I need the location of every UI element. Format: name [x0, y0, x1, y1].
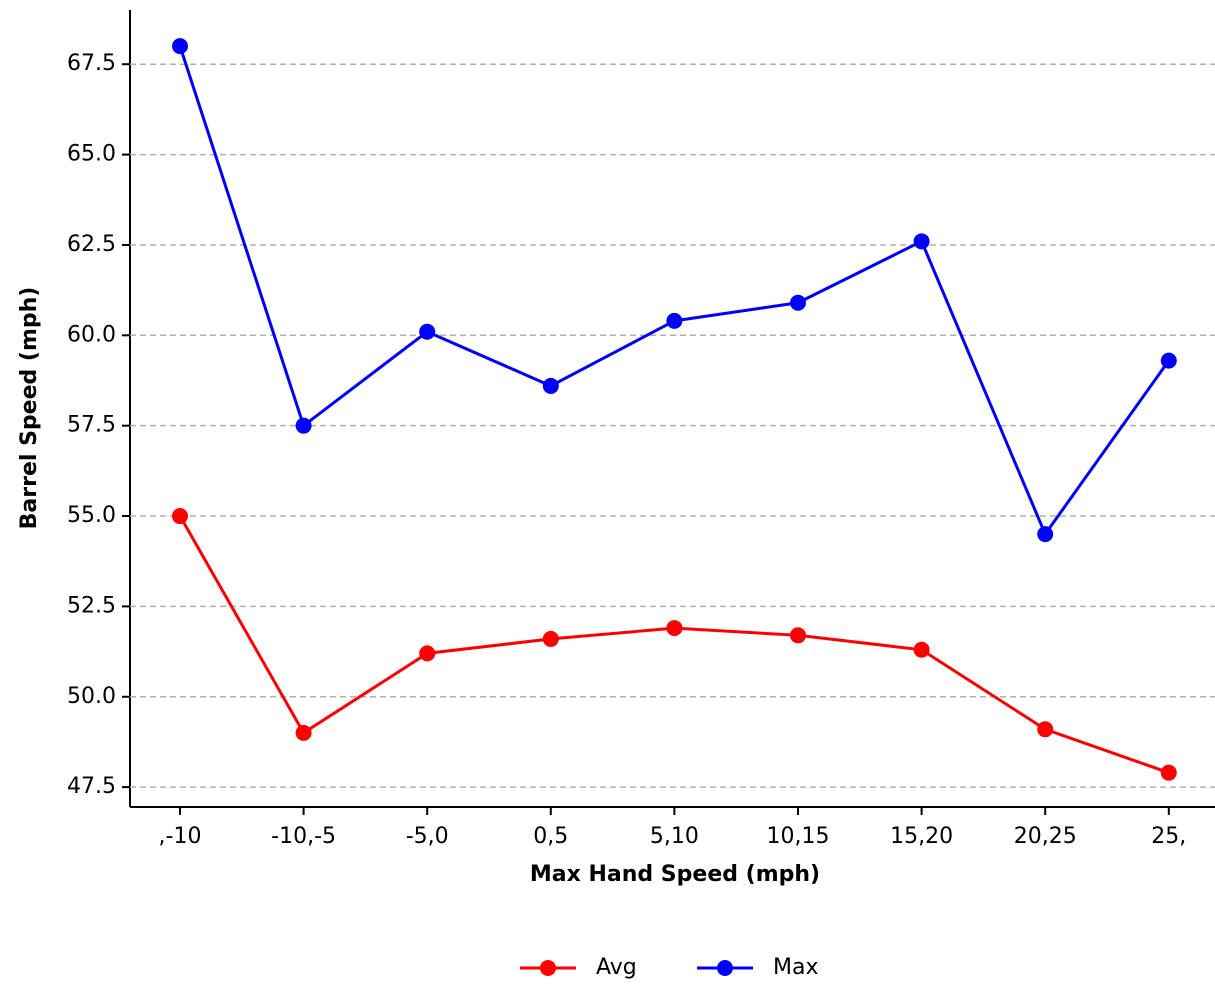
point [295, 724, 312, 741]
point [666, 620, 683, 637]
y-tick-label: 55.0 [67, 503, 116, 528]
y-tick-label: 62.5 [67, 232, 116, 257]
legend-label: Max [773, 955, 818, 980]
point [913, 641, 930, 658]
x-tick-label: -10,-5 [271, 824, 336, 849]
point [1160, 352, 1177, 369]
x-tick-label: 10,15 [767, 824, 830, 849]
y-tick-label: 52.5 [67, 593, 116, 618]
point [913, 233, 930, 250]
point [295, 417, 312, 434]
x-axis-label: Max Hand Speed (mph) [530, 862, 820, 887]
point [790, 294, 806, 311]
y-tick-label: 50.0 [67, 684, 116, 709]
x-tick-label: 20,25 [1014, 824, 1077, 849]
y-tick-label: 67.5 [67, 51, 116, 76]
legend-label: Avg [596, 955, 637, 980]
y-tick-label: 57.5 [67, 413, 116, 438]
x-tick-label: 15,20 [890, 824, 953, 849]
point [790, 627, 806, 644]
point [419, 323, 436, 340]
y-tick-label: 47.5 [67, 774, 116, 799]
series-line [178, 45, 1171, 538]
x-tick-label: -5,0 [406, 824, 449, 849]
y-tick-label: 60.0 [67, 322, 116, 347]
x-tick-label: 25, [1151, 824, 1186, 849]
x-tick-label: 0,5 [533, 824, 568, 849]
x-tick-label: 5,10 [650, 824, 699, 849]
point [666, 312, 683, 329]
point [542, 630, 559, 647]
point [1037, 721, 1054, 738]
point [1037, 526, 1054, 543]
legend-marker [540, 960, 556, 976]
point [419, 645, 436, 662]
y-axis-label: Barrel Speed (mph) [17, 287, 42, 530]
x-tick-label: ,-10 [159, 824, 202, 849]
point [542, 377, 559, 394]
point [172, 508, 188, 525]
series-line [178, 515, 1170, 775]
legend-marker [717, 960, 733, 976]
y-tick-label: 65.0 [67, 142, 116, 167]
point [1160, 764, 1177, 781]
point [172, 38, 188, 55]
